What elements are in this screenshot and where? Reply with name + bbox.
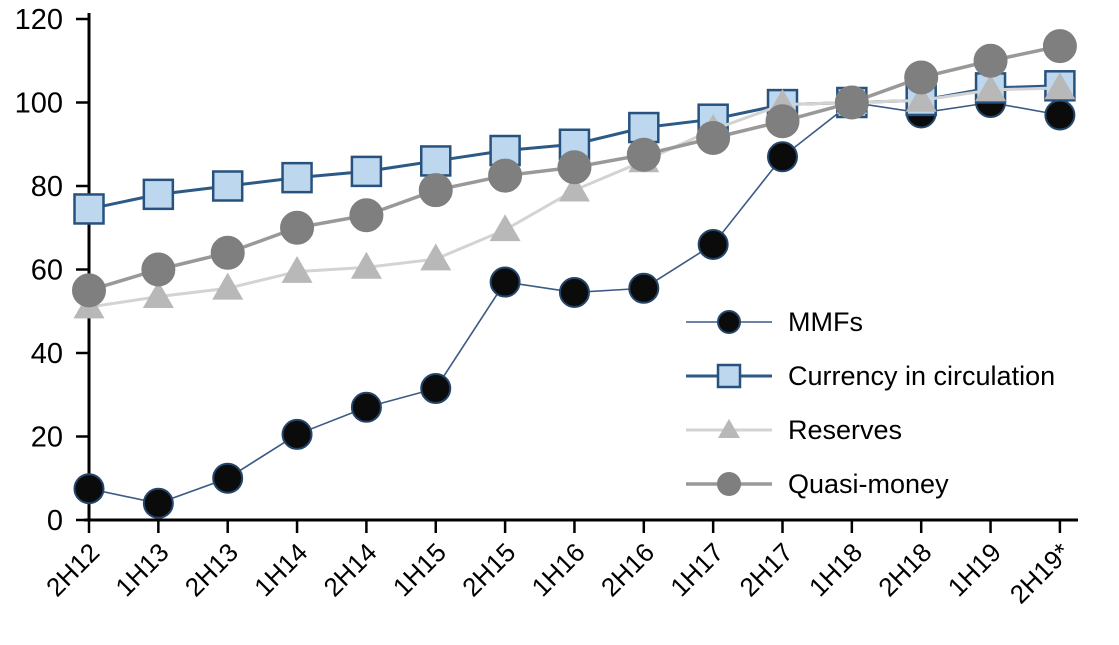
data-point-marker <box>350 155 383 188</box>
data-point-marker <box>697 228 729 260</box>
data-point-marker <box>558 276 590 308</box>
data-point-marker <box>628 111 660 144</box>
legend-glyph <box>717 472 741 496</box>
data-point-marker <box>973 43 1008 78</box>
legend-marker-quasi-money-icon <box>686 472 772 496</box>
data-point-marker <box>211 170 244 202</box>
data-point-marker <box>72 273 106 308</box>
data-point-marker <box>1044 72 1076 100</box>
data-point-marker <box>488 158 523 193</box>
legend-marker-reserves-icon <box>686 418 772 439</box>
x-tick-label: 2H17 <box>734 537 799 602</box>
legend-label-reserves: Reserves <box>788 415 903 445</box>
data-point-marker <box>280 210 315 245</box>
legend-label-mmfs: MMFs <box>788 307 863 337</box>
data-point-marker <box>628 272 660 304</box>
data-point-marker <box>281 255 313 283</box>
data-point-marker <box>73 193 105 225</box>
data-point-marker <box>420 243 452 271</box>
data-point-marker <box>142 178 175 211</box>
legend-glyph <box>716 363 742 389</box>
legend-marker-mmfs-icon <box>686 310 772 334</box>
legend: MMFs Currency in circulation Reserves Qu… <box>683 305 1055 521</box>
x-tick-label: 1H17 <box>664 537 729 602</box>
legend-glyph <box>717 310 741 334</box>
data-point-marker <box>142 487 174 519</box>
x-tick-label: 2H19* <box>1004 537 1076 609</box>
data-point-marker <box>489 214 521 242</box>
data-point-marker <box>767 141 798 173</box>
data-point-marker <box>489 266 521 298</box>
data-point-marker <box>975 74 1007 102</box>
data-point-marker <box>696 120 731 155</box>
y-tick-label: 40 <box>31 338 63 370</box>
x-tick-label: 1H19 <box>942 537 1007 602</box>
data-point-marker <box>210 235 245 270</box>
data-point-marker <box>905 84 937 112</box>
data-point-marker <box>142 280 174 308</box>
y-tick-label: 80 <box>31 171 63 203</box>
legend-marker-currency-icon <box>686 363 772 389</box>
data-point-marker <box>557 150 592 185</box>
x-tick-label: 2H14 <box>317 537 382 602</box>
legend-glyph <box>718 418 740 439</box>
data-point-marker <box>420 372 452 404</box>
data-point-marker <box>1044 99 1076 131</box>
x-tick-label: 1H14 <box>248 537 313 602</box>
x-tick-label: 2H13 <box>179 537 244 602</box>
x-tick-label: 2H15 <box>456 537 521 602</box>
data-point-marker <box>834 85 869 120</box>
data-point-marker <box>765 104 800 139</box>
data-point-marker <box>626 137 661 172</box>
legend-item-reserves: Reserves <box>683 413 1055 447</box>
x-tick-label: 2H18 <box>872 537 937 602</box>
y-tick-label: 120 <box>15 4 63 36</box>
data-point-marker <box>1042 29 1077 64</box>
data-point-marker <box>73 473 105 505</box>
data-point-marker <box>489 134 521 167</box>
legend-item-mmfs: MMFs <box>683 305 1055 339</box>
data-point-marker <box>558 174 590 202</box>
data-point-marker <box>418 173 453 208</box>
x-tick-label: 1H15 <box>387 537 452 602</box>
legend-item-currency: Currency in circulation <box>683 359 1055 393</box>
y-tick-label: 60 <box>31 255 63 287</box>
data-point-marker <box>281 418 313 450</box>
data-point-marker <box>141 252 176 287</box>
data-point-marker <box>420 145 452 177</box>
x-tick-label: 2H16 <box>595 537 660 602</box>
x-tick-label: 2H12 <box>40 537 105 602</box>
y-tick-label: 0 <box>47 505 63 537</box>
y-tick-label: 100 <box>15 88 63 120</box>
data-point-marker <box>212 462 244 494</box>
data-point-marker <box>212 272 244 300</box>
y-tick-label: 20 <box>31 422 63 454</box>
data-point-marker <box>349 198 384 233</box>
x-tick-label: 1H13 <box>109 537 174 602</box>
data-point-marker <box>904 60 939 95</box>
series-quasi-money <box>72 29 1077 308</box>
data-point-marker <box>350 391 382 423</box>
x-tick-label: 1H18 <box>803 537 868 602</box>
legend-item-quasi-money: Quasi-money <box>683 467 1055 501</box>
x-tick-label: 1H16 <box>526 537 591 602</box>
legend-label-quasi-money: Quasi-money <box>788 469 949 499</box>
data-point-marker <box>350 251 382 279</box>
data-point-marker <box>281 161 313 194</box>
legend-label-currency: Currency in circulation <box>788 361 1056 391</box>
